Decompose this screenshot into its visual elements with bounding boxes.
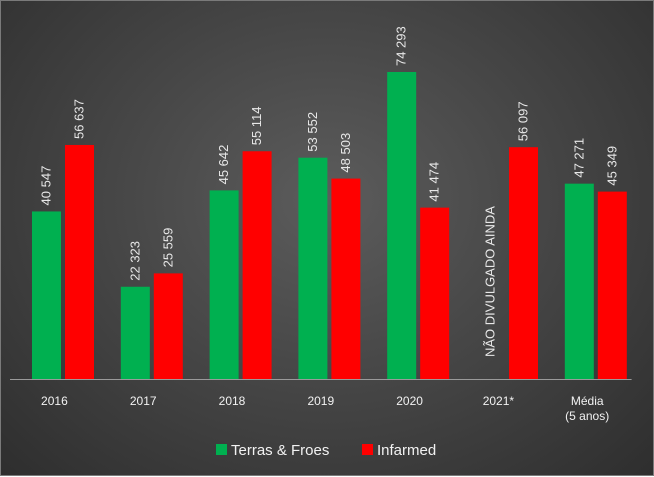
bar-terras-froes-2016 — [32, 211, 61, 379]
legend: Terras & Froes Infarmed — [216, 442, 436, 459]
data-label-infarmed-m-dia-5-anos: 45 349 — [604, 146, 619, 186]
legend-swatch-terras-froes — [216, 444, 227, 455]
data-label-terras-froes-2020: 74 293 — [394, 26, 409, 66]
bar-terras-froes-2020 — [387, 72, 417, 379]
data-label-terras-froes-2019: 53 552 — [305, 112, 320, 152]
data-label-terras-froes-2017: 22 323 — [127, 241, 142, 281]
data-label-infarmed-2021: 56 097 — [516, 101, 531, 141]
x-tick-label-2021: 2021* — [483, 394, 515, 408]
annotation-not-disclosed: NÃO DIVULGADO AINDA — [483, 206, 498, 357]
bar-infarmed-2021 — [509, 147, 538, 379]
data-label-infarmed-2018: 55 114 — [249, 106, 264, 145]
bars-layer — [32, 72, 627, 379]
data-label-infarmed-2016: 56 637 — [72, 99, 87, 139]
x-tick-labels-layer: 2016 2017 2018 2019 2020 2021* Média (5 anos) — [41, 394, 609, 423]
legend-label-infarmed: Infarmed — [377, 442, 436, 459]
legend-label-terras-froes: Terras & Froes — [231, 442, 329, 459]
legend-swatch-infarmed — [362, 444, 373, 455]
bar-terras-froes-2018 — [209, 190, 239, 379]
x-tick-label-2018: 2018 — [219, 394, 246, 408]
bar-infarmed-2016 — [65, 144, 94, 379]
x-tick-label-2019: 2019 — [307, 394, 334, 408]
x-tick-label-m-dia-5-anos: Média (5 anos) — [565, 394, 609, 423]
x-tick-label-2017: 2017 — [130, 394, 157, 408]
bar-terras-froes-2019 — [298, 157, 328, 379]
data-label-infarmed-2020: 41 474 — [427, 162, 442, 202]
data-labels-layer: 40 547 56 637 22 323 25 559 45 642 55 114 53 5… — [39, 26, 620, 357]
data-label-infarmed-2019: 48 503 — [338, 133, 353, 173]
data-label-terras-froes-2016: 40 547 — [39, 166, 54, 206]
data-label-terras-froes-2018: 45 642 — [216, 145, 231, 185]
data-label-terras-froes-m-dia-5-anos: 47 271 — [571, 138, 586, 178]
x-tick-label-2020: 2020 — [396, 394, 423, 408]
bar-infarmed-2020 — [420, 207, 450, 379]
x-tick-label-2016: 2016 — [41, 394, 68, 408]
bar-terras-froes-2017 — [120, 286, 150, 379]
bar-terras-froes-m-dia-5-anos — [564, 183, 594, 379]
data-label-infarmed-2017: 25 559 — [160, 228, 175, 268]
bar-infarmed-m-dia-5-anos — [597, 191, 627, 379]
bar-infarmed-2018 — [242, 151, 272, 379]
bar-infarmed-2019 — [331, 178, 361, 379]
bar-infarmed-2017 — [153, 273, 183, 379]
